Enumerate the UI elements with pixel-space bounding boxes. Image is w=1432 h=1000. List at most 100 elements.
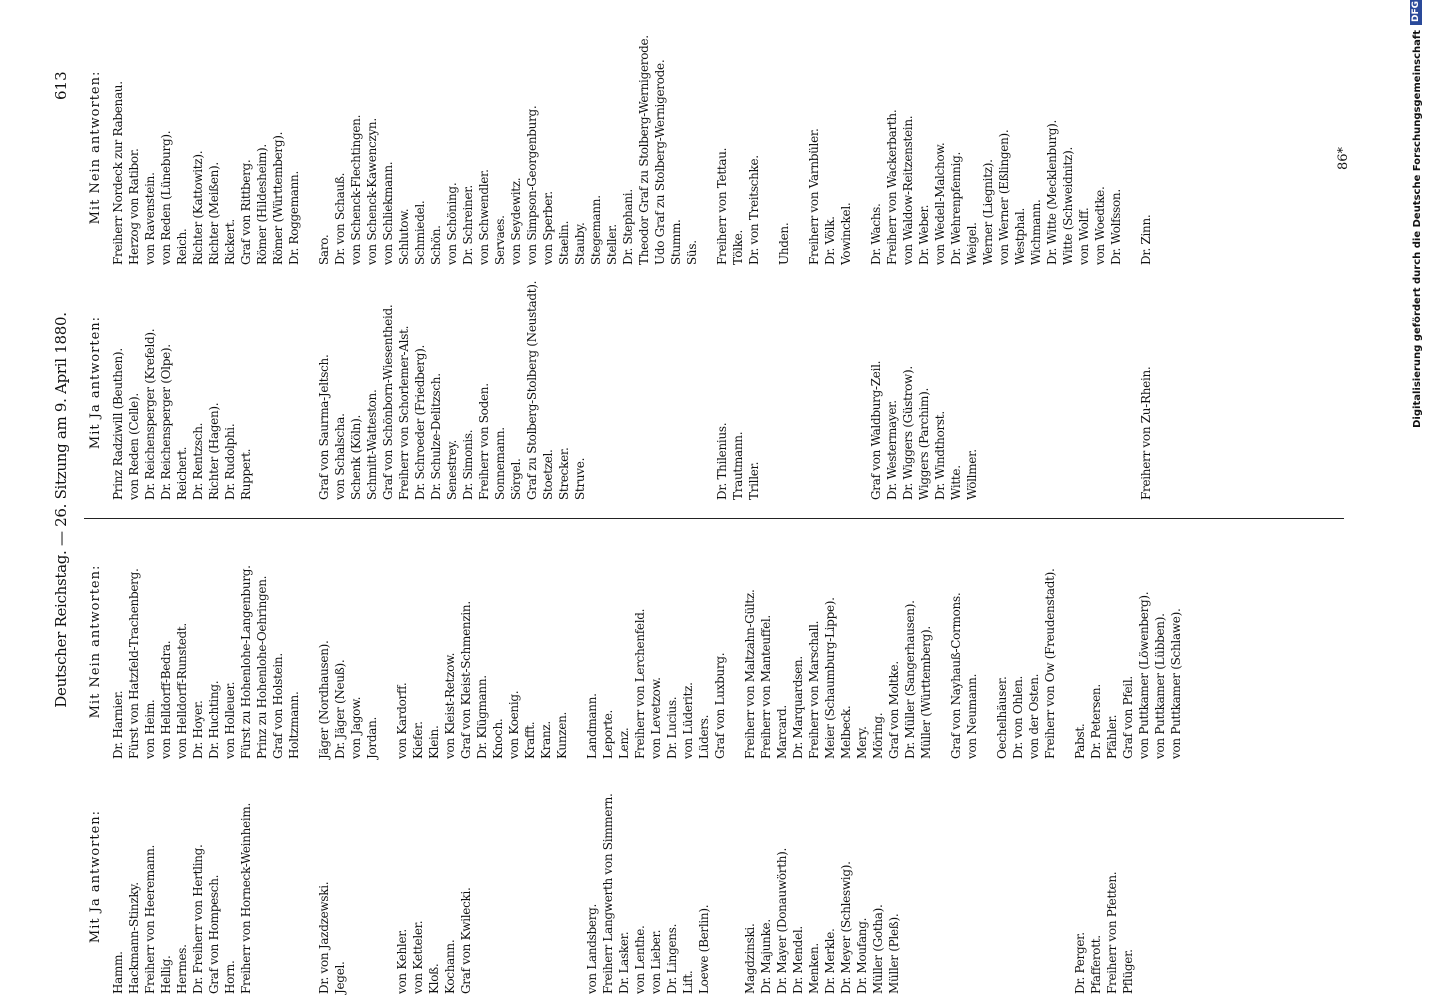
member-name: Leporte.	[601, 709, 615, 759]
heading: Mit Nein antworten:	[88, 70, 103, 225]
member-name: Dr. Witte (Mecklenburg).	[1045, 119, 1059, 265]
member-name: Reich.	[175, 228, 189, 265]
member-name: Dr. Marquardsen.	[791, 656, 805, 759]
member-name: von Koenig.	[507, 690, 521, 759]
column-headings: Mit Ja antworten: Mit Nein antworten:	[88, 524, 110, 994]
member-name: von Woedtke.	[1093, 186, 1107, 265]
section: Oechelhäuser. Dr. von Ohlen. von der Osten…	[994, 524, 1058, 994]
name-list: Graf von Nayhauß-Cormons. von Neumann.	[948, 524, 980, 759]
member-name: Dr. Rudolphi.	[223, 423, 237, 500]
member-name: Menken.	[807, 943, 821, 994]
member-name: Udo Graf zu Stolberg-Wernigerode.	[653, 59, 667, 265]
name-list: von Kardorff. Kiefer. Klein. von Kleist-Ret…	[394, 524, 570, 759]
member-name: Pfähler.	[1105, 714, 1119, 759]
member-name: Schenk (Köln).	[349, 415, 363, 500]
member-name: Dr. Schulze-Delitzsch.	[429, 373, 443, 500]
section: Graf von Nayhauß-Cormons. von Neumann.	[948, 524, 980, 994]
member-name: von Simpson-Georgenburg.	[525, 105, 539, 265]
name-list: Prinz Radziwill (Beuthen). von Reden (Cel…	[110, 265, 302, 500]
member-name: Tölke.	[731, 230, 745, 265]
member-name: Wichmann.	[1029, 199, 1043, 265]
half: Mit Ja antworten: Mit Nein antworten: Prin…	[88, 30, 1168, 500]
member-name: Dr. Westermayer.	[885, 400, 899, 500]
member-name: von Sperber.	[541, 191, 555, 265]
member-name: Freiherr von Ow (Freudenstadt).	[1043, 568, 1057, 759]
member-name: von Lieber.	[649, 929, 663, 994]
member-name: Schmitt-Watteston.	[365, 389, 379, 500]
member-name: Oechelhäuser.	[995, 676, 1009, 759]
header: Deutscher Reichstag. — 26. Sitzung am 9.…	[52, 20, 76, 980]
member-name: Kloß.	[427, 963, 441, 994]
member-name: von Landsberg.	[585, 903, 599, 994]
member-name: Richter (Hagen).	[207, 402, 221, 500]
member-name: Lenz.	[617, 727, 631, 759]
member-name: von Waldow-Reitzenstein.	[901, 115, 915, 265]
member-name: Freiherr von Wackerbarth.	[885, 109, 899, 265]
member-name: Römer (Württemberg).	[271, 131, 285, 265]
member-name: Möring.	[871, 712, 885, 759]
member-name: von Seydewitz.	[509, 177, 523, 265]
name-list: Freiherr von Maltzahn-Gültz. Freiherr von…	[742, 524, 934, 759]
member-name: von Schliekmann.	[381, 161, 395, 265]
member-name: Pflüger.	[1121, 949, 1135, 994]
member-name: Dr. Müller (Sangerhausen).	[903, 600, 917, 759]
name-list: Dr. Wachs. Freiherr von Wackerbarth. von W…	[868, 30, 1124, 265]
member-name: Witte.	[949, 465, 963, 500]
column-headings: Mit Ja antworten: Mit Nein antworten:	[88, 30, 110, 500]
member-name: Dr. Freiherr von Hertling.	[191, 844, 205, 994]
name-list: Freiherr von Varnbüler. Dr. Völk. Vowincke…	[806, 30, 854, 265]
member-name: Freiherr von Marschall.	[807, 620, 821, 759]
member-name: von Jagow.	[349, 696, 363, 759]
member-name: Müller (Pleß).	[887, 913, 901, 994]
name-list: Jäger (Nordhausen). Dr. Jäger (Neuß). von …	[316, 524, 380, 759]
member-name: Sonnemann.	[493, 427, 507, 500]
half: Mit Ja antworten: Mit Nein antworten: Hamm…	[88, 524, 1198, 994]
member-name: Dr. Zinn.	[1139, 214, 1153, 265]
title: Deutscher Reichstag. — 26. Sitzung am 9.…	[52, 312, 70, 708]
member-name: von Heim.	[143, 699, 157, 759]
member-name: von Levetzow.	[649, 677, 663, 759]
member-name: Hamm.	[111, 951, 125, 994]
name-list: Dr. Thilenius. Trautmann. Triller.	[714, 265, 762, 500]
member-name: Dr. Roggemann.	[287, 171, 301, 265]
member-name: Römer (Hildesheim).	[255, 144, 269, 265]
member-name: Dr. Jäger (Neuß).	[333, 659, 347, 759]
heading: Mit Ja antworten:	[88, 809, 103, 944]
member-name: Fürst von Hatzfeld-Trachenberg.	[127, 568, 141, 759]
name-list: von Kehler. von Ketteler. Kloß. Kochann. Gra…	[394, 759, 570, 994]
member-name: Jäger (Nordhausen).	[317, 640, 331, 759]
name-list	[994, 759, 1058, 994]
divider	[84, 518, 1344, 519]
member-name: von Schalscha.	[333, 413, 347, 500]
section: Prinz Radziwill (Beuthen). von Reden (Cel…	[110, 30, 302, 500]
member-name: Freiherr von Lerchenfeld.	[633, 608, 647, 759]
member-name: Loewe (Berlin).	[697, 904, 711, 994]
member-name: Horn.	[223, 960, 237, 994]
name-list	[806, 265, 854, 500]
name-list: Dr. Zinn.	[1138, 30, 1154, 265]
section: Dr. Thilenius. Trautmann. Triller. Freiherr…	[714, 30, 762, 500]
member-name: Dr. Petersen.	[1089, 684, 1103, 759]
member-name: von Lenthe.	[633, 925, 647, 994]
name-list: Dr. Harnier. Fürst von Hatzfeld-Trachenbe…	[110, 524, 302, 759]
member-name: von Kehler.	[395, 929, 409, 994]
member-name: Dr. von Treitschke.	[747, 155, 761, 265]
name-list: Graf von Waldburg-Zeil. Dr. Westermayer. D…	[868, 265, 1124, 500]
name-list: Oechelhäuser. Dr. von Ohlen. von der Osten…	[994, 524, 1058, 759]
member-name: Dr. Reichensperger (Olpe).	[159, 344, 173, 500]
name-list: Saro. Dr. von Schauß. von Schenck-Flechtin…	[316, 30, 700, 265]
member-name: Graf von Hompesch.	[207, 874, 221, 994]
member-name: Kunzen.	[555, 711, 569, 759]
member-name: Wiggers (Parchim).	[917, 387, 931, 500]
member-name: Graf von Holstein.	[271, 653, 285, 759]
name-list: Freiherr Nordeck zur Rabenau. Herzog von …	[110, 30, 302, 265]
member-name: Krafft.	[523, 721, 537, 759]
member-name: Kiefer.	[411, 721, 425, 759]
member-name: Dr. Weber.	[917, 204, 931, 265]
member-name: Prinz Radziwill (Beuthen).	[111, 348, 125, 500]
member-name: Freiherr von Soden.	[477, 383, 491, 500]
member-name: Dr. Stephani.	[621, 189, 635, 265]
member-name: Müller (Gotha).	[871, 904, 885, 994]
member-name: Pfafferott.	[1089, 935, 1103, 994]
member-name: Freiherr von Varnbüler.	[807, 128, 821, 265]
